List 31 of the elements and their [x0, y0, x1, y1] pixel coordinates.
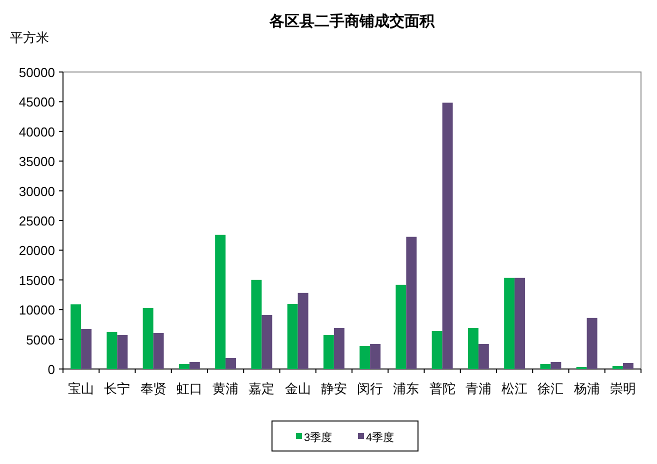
y-tick-label: 15000 [18, 272, 55, 288]
legend-label: 4季度 [366, 431, 394, 444]
legend-label: 3季度 [304, 431, 332, 444]
x-tick-label: 青浦 [465, 381, 492, 396]
x-tick-label: 松江 [502, 381, 528, 396]
x-tick-label: 宝山 [68, 381, 94, 396]
y-tick-label: 50000 [18, 65, 55, 80]
x-tick-label: 普陀 [429, 381, 456, 396]
x-tick-label: 浦东 [393, 381, 420, 396]
y-tick-label: 30000 [18, 184, 55, 199]
x-tick-label: 长宁 [104, 381, 130, 396]
x-tick-label: 黄浦 [212, 381, 239, 396]
y-tick-label: 5000 [26, 332, 55, 348]
y-tick-label: 10000 [18, 302, 55, 318]
x-tick-label: 虹口 [176, 381, 202, 396]
y-axis-title: 平方米 [10, 30, 49, 45]
x-tick-label: 嘉定 [248, 381, 275, 396]
x-tick-label: 奉贤 [140, 381, 166, 396]
y-tick-label: 25000 [18, 214, 55, 228]
chart-title: 各区县二手商铺成交面积 [268, 12, 436, 30]
y-tick-label: 35000 [18, 154, 55, 170]
x-tick-label: 闵行 [357, 381, 384, 396]
x-tick-label: 徐汇 [538, 381, 564, 396]
y-tick-label: 0 [48, 362, 55, 377]
y-tick-label: 20000 [18, 243, 55, 258]
y-tick-label: 45000 [18, 94, 55, 110]
x-tick-label: 杨浦 [572, 381, 600, 396]
x-tick-label: 金山 [284, 381, 311, 396]
x-tick-label: 崇明 [610, 381, 636, 396]
y-tick-label: 40000 [18, 124, 55, 140]
x-tick-label: 静安 [320, 381, 347, 396]
